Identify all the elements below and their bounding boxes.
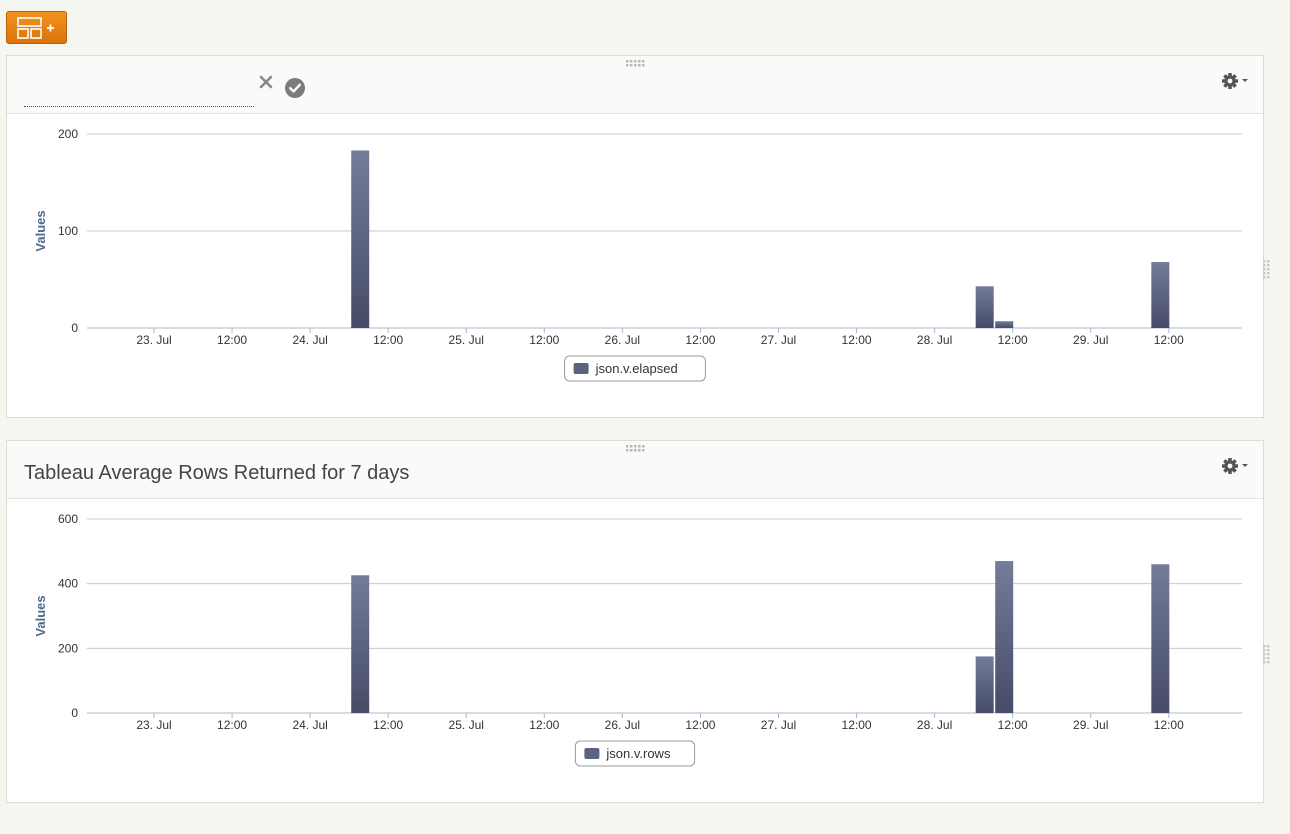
add-panel-icon	[17, 17, 54, 39]
x-tick-label: 12:00	[1154, 333, 1184, 347]
bar[interactable]	[975, 286, 994, 328]
gear-icon[interactable]	[1221, 72, 1251, 92]
panel-header	[7, 56, 1263, 114]
x-tick-label: 28. Jul	[917, 718, 952, 732]
x-tick-label: 12:00	[217, 718, 247, 732]
x-tick-label: 24. Jul	[292, 718, 327, 732]
x-tick-label: 28. Jul	[917, 333, 952, 347]
resize-handle-icon[interactable]	[1263, 260, 1271, 280]
x-tick-label: 23. Jul	[136, 718, 171, 732]
bar[interactable]	[351, 575, 370, 713]
legend-swatch	[573, 363, 589, 374]
x-tick-label: 29. Jul	[1073, 718, 1108, 732]
bar[interactable]	[995, 561, 1014, 713]
x-tick-label: 24. Jul	[292, 333, 327, 347]
check-circle-icon[interactable]	[284, 77, 306, 99]
y-tick-label: 200	[58, 641, 78, 655]
legend-box	[574, 740, 696, 767]
x-tick-label: 26. Jul	[605, 333, 640, 347]
x-tick-label: 27. Jul	[761, 333, 796, 347]
chart-panel-1: 0 100 200 Values 23. Jul 12:00 24. Jul 12:00 25.…	[6, 55, 1270, 418]
y-axis-label: Values	[33, 595, 48, 636]
bar[interactable]	[351, 150, 370, 328]
x-tick-label: 12:00	[373, 718, 403, 732]
x-tick-label: 26. Jul	[605, 718, 640, 732]
x-tick-label: 12:00	[685, 333, 715, 347]
gear-icon[interactable]	[1221, 457, 1251, 477]
x-tick-label: 12:00	[842, 718, 872, 732]
panel-header: Tableau Average Rows Returned for 7 days	[7, 441, 1263, 499]
x-tick-label: 25. Jul	[449, 718, 484, 732]
resize-handle-icon[interactable]	[1263, 645, 1271, 665]
x-tick-label: 12:00	[685, 718, 715, 732]
y-tick-label: 600	[58, 512, 78, 526]
y-tick-label: 0	[71, 321, 78, 335]
bar[interactable]	[995, 321, 1014, 328]
x-tick-label: 29. Jul	[1073, 333, 1108, 347]
bar[interactable]	[1151, 262, 1170, 328]
legend-item[interactable]: json.v.elapsed	[564, 355, 706, 382]
y-tick-label: 200	[58, 127, 78, 141]
chart-panel-2: Tableau Average Rows Returned for 7 days…	[6, 440, 1270, 803]
close-icon[interactable]	[258, 74, 274, 90]
bar[interactable]	[975, 656, 994, 713]
bar[interactable]	[1151, 564, 1170, 713]
x-tick-label: 25. Jul	[449, 333, 484, 347]
legend-box	[564, 355, 706, 382]
panel-title[interactable]: Tableau Average Rows Returned for 7 days	[24, 462, 410, 484]
drag-handle-icon[interactable]	[626, 444, 646, 454]
x-tick-label: 12:00	[998, 333, 1028, 347]
y-tick-label: 0	[71, 706, 78, 720]
x-tick-label: 23. Jul	[136, 333, 171, 347]
y-tick-label: 400	[58, 577, 78, 591]
y-tick-label: 100	[58, 224, 78, 238]
x-tick-label: 12:00	[529, 333, 559, 347]
x-tick-label: 12:00	[842, 333, 872, 347]
legend-swatch	[584, 748, 600, 759]
elapsed-bar-chart: 0 100 200 Values 23. Jul 12:00 24. Jul 12:00 25.…	[33, 127, 1242, 382]
x-tick-label: 12:00	[1154, 718, 1184, 732]
y-axis-label: Values	[33, 210, 48, 251]
add-panel-button[interactable]	[6, 11, 67, 44]
x-tick-label: 12:00	[529, 718, 559, 732]
x-tick-label: 12:00	[217, 333, 247, 347]
panel-title-input[interactable]	[24, 84, 254, 107]
x-tick-label: 12:00	[998, 718, 1028, 732]
x-tick-label: 12:00	[373, 333, 403, 347]
drag-handle-icon[interactable]	[626, 59, 646, 69]
legend-item[interactable]: json.v.rows	[574, 740, 696, 767]
rows-bar-chart: 0 200 400 600 Values 23. Jul 12:00 24. Jul 12:00…	[33, 512, 1242, 767]
legend-label: json.v.elapsed	[595, 361, 678, 376]
legend-label: json.v.rows	[605, 746, 671, 761]
x-tick-label: 27. Jul	[761, 718, 796, 732]
